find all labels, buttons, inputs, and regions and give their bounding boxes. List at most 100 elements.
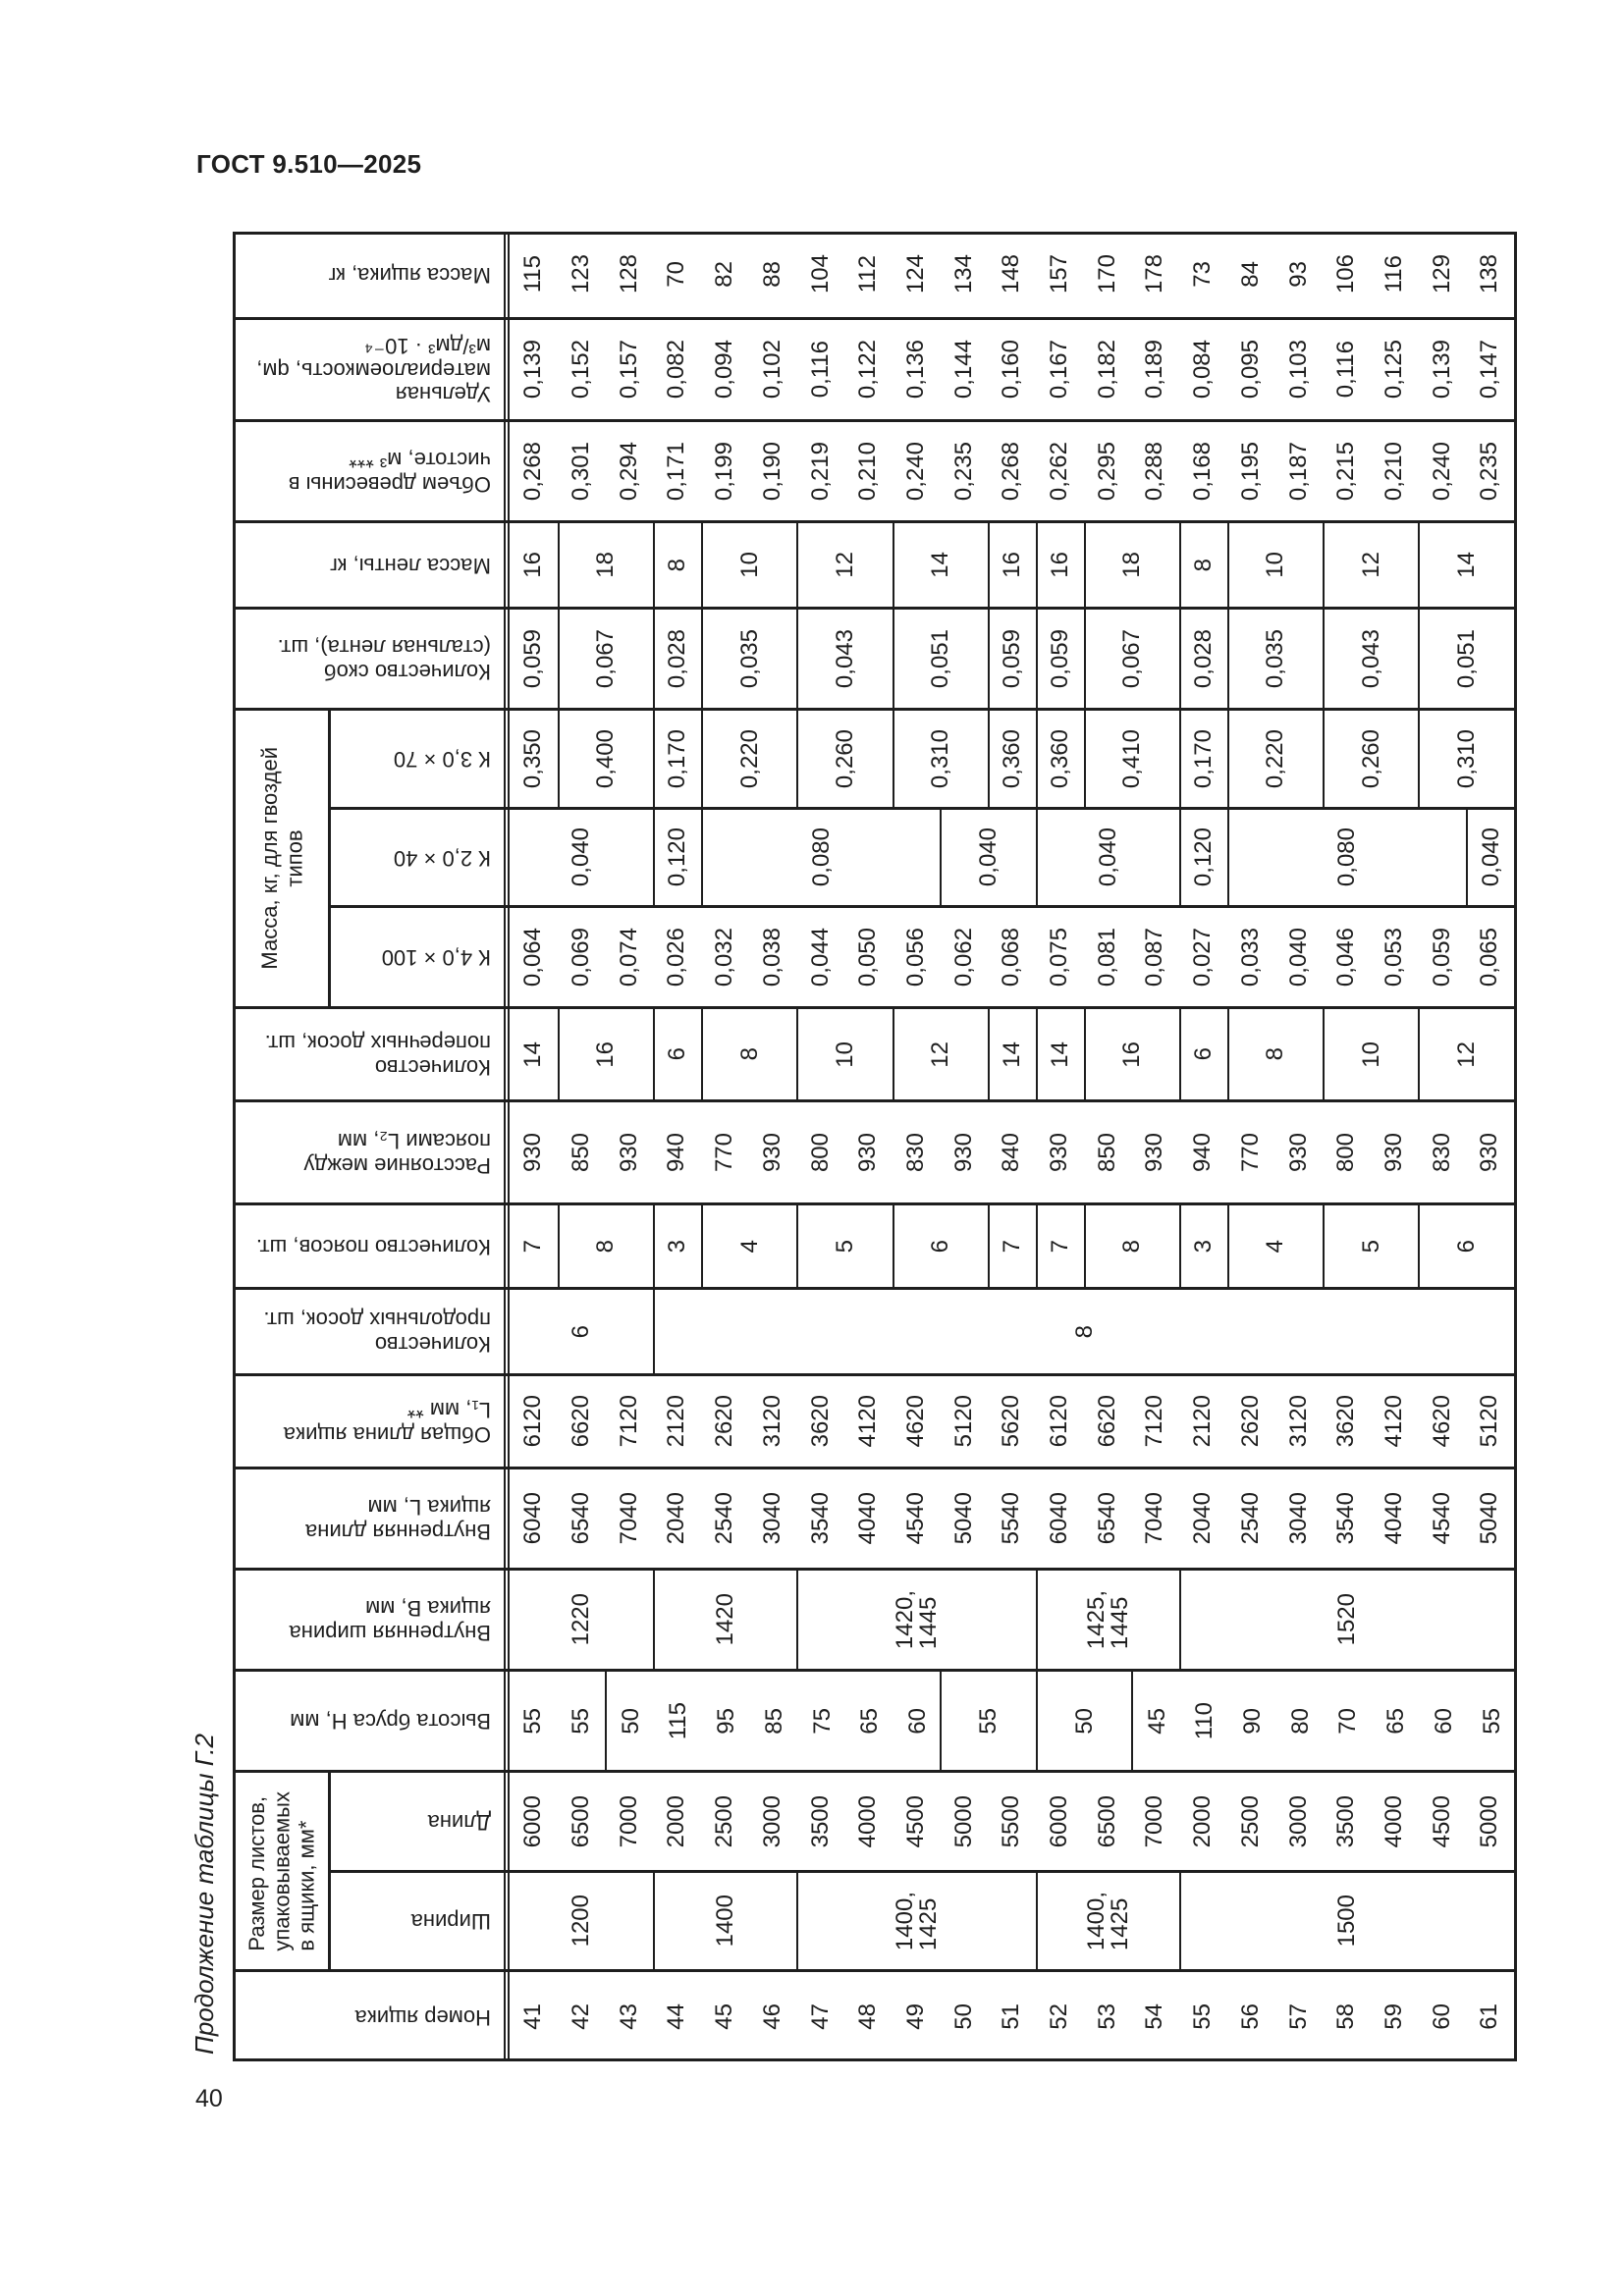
table-cell: 1420, 1445	[796, 1571, 1036, 1669]
table-cell: 12	[892, 1009, 988, 1099]
cell-value-slot: 930	[940, 1102, 988, 1202]
cell-value: 0,268	[519, 441, 547, 502]
cell-value: 4040	[1380, 1492, 1407, 1545]
cell-value: 930	[1284, 1132, 1312, 1173]
cell-value-slot: 0,095	[1227, 320, 1275, 419]
table-cell: 0,040	[940, 810, 1035, 905]
cell-value-slot: 4040	[844, 1469, 893, 1568]
group-header: Размер листов, упаковываемых в ящики, мм…	[236, 1770, 331, 1969]
table-column-band: Внутренняя ширина ящика B, мм 1220 1420 142…	[236, 1568, 1514, 1669]
cell-value-slot: 90	[1229, 1672, 1277, 1770]
cell-value-slot: 0,189	[1131, 320, 1179, 419]
cell-value-slot: 5000	[940, 1773, 988, 1870]
cell-value: 4000	[854, 1794, 882, 1848]
table-cell: 0,028	[653, 610, 701, 708]
cell-value-slot: 4120	[1371, 1376, 1419, 1467]
data-table: Масса ящика, кг 115 123 128 70 82 88 104 112 124 1…	[233, 232, 1517, 2061]
table-cell: 10	[700, 523, 796, 607]
cell-value: 930	[1141, 1132, 1168, 1173]
cell-value-slot: 134	[940, 232, 988, 317]
merged-cell-value: 0,220	[1262, 728, 1289, 789]
merged-cell-value: 16	[999, 552, 1026, 578]
column-header-label: Расстояние между поясами L₂, мм	[303, 1129, 491, 1178]
column-header-label: Длина	[427, 1809, 491, 1835]
cell-value: 4500	[901, 1794, 929, 1848]
cell-value-slot: 115	[655, 1672, 703, 1770]
cell-value-slot: 0,235	[1466, 422, 1514, 520]
cell-value: 3500	[806, 1794, 834, 1848]
column-header: Длина	[331, 1773, 505, 1870]
cell-value-slot: 0,064	[510, 908, 558, 1006]
table-cell: 3	[1178, 1205, 1227, 1287]
cell-value: 6620	[568, 1395, 595, 1448]
cell-value-slot: 80	[1276, 1672, 1325, 1770]
cell-value-slot: 5120	[940, 1376, 988, 1467]
cell-value-slot: 770	[1227, 1102, 1275, 1202]
cell-value-slot: 770	[701, 1102, 749, 1202]
table-cell: 8	[700, 1009, 796, 1099]
merged-cell-value: 5	[1357, 1239, 1384, 1254]
table-cell: 18	[1083, 523, 1179, 607]
merged-cell-value: 0,059	[519, 628, 547, 689]
cell-value-slot: 6120	[1036, 1376, 1084, 1467]
cell-value-slot: 55	[1468, 1672, 1516, 1770]
cell-value: 41	[519, 2003, 547, 2030]
cell-value-slot: 3620	[796, 1376, 844, 1467]
cell-value-slot: 55	[558, 1672, 606, 1770]
cell-value: 5540	[998, 1492, 1025, 1545]
page-number: 40	[195, 2085, 223, 2112]
cell-value: 2000	[663, 1794, 690, 1848]
merged-cell-value: 12	[927, 1041, 954, 1068]
column-values: 115 123 128 70 82 88 104 112 124 134 148 157 170 178 7…	[510, 232, 1514, 317]
cell-value-slot: 0,062	[940, 908, 988, 1006]
cell-value: 6500	[568, 1794, 595, 1848]
cell-value-slot: 0,069	[558, 908, 606, 1006]
table-column-band: Количество поясов, шт. 7 8 3 4 5 6 7 7 8 3 4 5 6	[236, 1202, 1514, 1287]
cell-value-slot: 93	[1274, 232, 1323, 317]
table-column-band: Масса ящика, кг 115 123 128 70 82 88 104 112 124 1…	[236, 232, 1514, 317]
cell-value: 7040	[615, 1492, 642, 1545]
cell-value-slot: 60	[1418, 1972, 1466, 2061]
column-values: 1200 1400 1400, 1425 1400, 1425 1500	[510, 1873, 1514, 1969]
document-id: ГОСТ 9.510—2025	[196, 149, 422, 179]
merged-cell-value: 18	[1118, 552, 1146, 578]
table-cell: 0,310	[1418, 711, 1513, 807]
column-header: Удельная материалоемкость, qм, м³/дм³ · …	[236, 320, 505, 419]
cell-value: 0,157	[615, 340, 642, 400]
cell-value-slot: 2040	[653, 1469, 701, 1568]
cell-value-slot: 5040	[940, 1469, 988, 1568]
cell-value: 124	[901, 254, 929, 294]
table-cell: 0,043	[1323, 610, 1418, 708]
cell-value-slot: 840	[988, 1102, 1036, 1202]
cell-value: 47	[806, 2003, 834, 2030]
cell-value-slot: 42	[558, 1972, 606, 2061]
cell-value: 0,046	[1332, 927, 1360, 988]
cell-value-slot: 138	[1466, 232, 1514, 317]
cell-value-slot: 0,136	[893, 320, 941, 419]
cell-value-slot: 0,125	[1371, 320, 1419, 419]
table-cell: 1420	[653, 1571, 796, 1669]
cell-value: 7120	[1141, 1395, 1168, 1448]
cell-value: 0,189	[1141, 340, 1168, 400]
table-cell: 0,040	[1466, 810, 1514, 905]
table-column-band: Объем древесины в чистоте, м³ *** 0,268 0,…	[236, 419, 1514, 520]
cell-value: 930	[1380, 1132, 1407, 1173]
merged-cell-value: 14	[927, 552, 954, 578]
cell-value: 170	[1093, 254, 1120, 294]
cell-value-slot: 6500	[558, 1773, 606, 1870]
cell-value-slot: 3540	[796, 1469, 844, 1568]
table-caption: Продолжение таблицы Г.2	[189, 1734, 219, 2055]
cell-value-slot: 115	[510, 232, 558, 317]
cell-value-slot: 3120	[1274, 1376, 1323, 1467]
cell-value-slot: 0,219	[796, 422, 844, 520]
cell-value: 930	[758, 1132, 785, 1173]
column-header-label: Масса ящика, кг	[328, 262, 491, 288]
table-cell: 0,067	[557, 610, 653, 708]
cell-value: 0,027	[1189, 927, 1217, 988]
cell-value-slot: 850	[558, 1102, 606, 1202]
column-values: 7 8 3 4 5 6 7 7 8 3 4 5 6	[510, 1205, 1514, 1287]
cell-value: 0,081	[1093, 927, 1120, 988]
cell-value: 0,116	[806, 341, 834, 399]
cell-value-slot: 7120	[1131, 1376, 1179, 1467]
table-cell: 8	[1226, 1009, 1323, 1099]
